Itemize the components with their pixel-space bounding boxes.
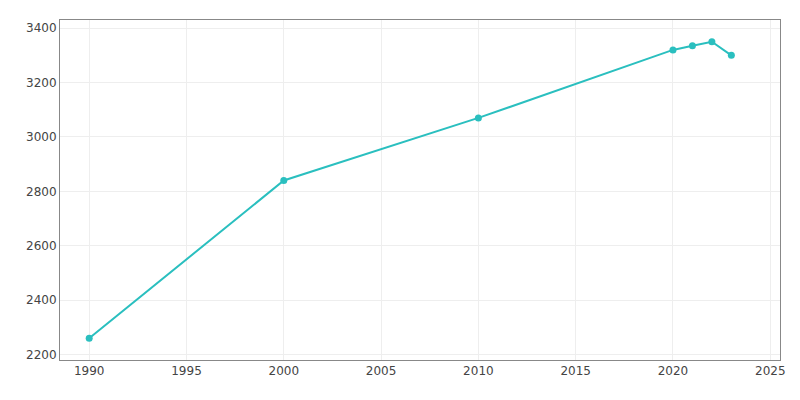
svg-text:2020: 2020 [658,364,689,378]
svg-text:1995: 1995 [171,364,202,378]
svg-text:2200: 2200 [26,348,57,362]
svg-text:3200: 3200 [26,76,57,90]
svg-text:2025: 2025 [755,364,786,378]
svg-text:3400: 3400 [26,21,57,35]
svg-text:2015: 2015 [560,364,591,378]
svg-text:2400: 2400 [26,293,57,307]
svg-text:2000: 2000 [269,364,300,378]
svg-text:2005: 2005 [366,364,397,378]
svg-text:2800: 2800 [26,185,57,199]
svg-text:2600: 2600 [26,239,57,253]
svg-text:2010: 2010 [463,364,494,378]
svg-text:3000: 3000 [26,130,57,144]
svg-text:1990: 1990 [74,364,105,378]
